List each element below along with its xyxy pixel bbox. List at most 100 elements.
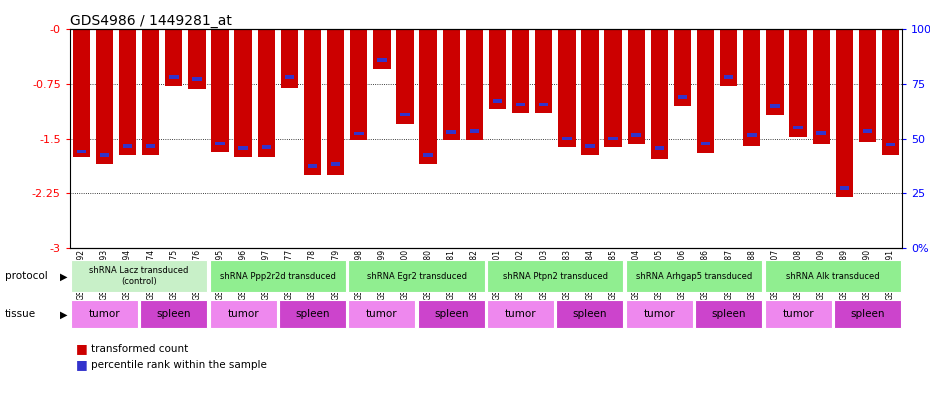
Bar	[76, 150, 86, 153]
Bar	[279, 300, 346, 328]
Text: shRNA Ptpn2 transduced: shRNA Ptpn2 transduced	[503, 272, 608, 281]
Bar	[73, 29, 90, 157]
Text: ▶: ▶	[60, 271, 68, 281]
Text: tumor: tumor	[88, 309, 120, 319]
Bar	[673, 29, 691, 106]
Bar	[493, 99, 502, 103]
Bar	[71, 300, 138, 328]
Bar	[678, 95, 687, 99]
Bar	[419, 29, 437, 164]
Text: tumor: tumor	[366, 309, 398, 319]
Bar	[558, 29, 576, 147]
Bar	[858, 29, 876, 142]
Bar	[146, 144, 155, 148]
Bar	[695, 300, 763, 328]
Bar	[793, 126, 803, 129]
Bar	[604, 29, 622, 147]
Bar	[238, 146, 248, 150]
Bar	[608, 137, 618, 140]
Text: ▶: ▶	[60, 309, 68, 320]
Bar	[100, 153, 109, 157]
Bar	[626, 261, 763, 292]
Bar	[655, 146, 664, 150]
Bar	[885, 143, 896, 146]
Text: spleen: spleen	[156, 309, 191, 319]
Bar	[234, 29, 252, 157]
Bar	[396, 29, 414, 124]
Bar	[281, 29, 299, 88]
Text: tumor: tumor	[644, 309, 675, 319]
Bar	[119, 29, 136, 154]
Text: shRNA Arhgap5 transduced: shRNA Arhgap5 transduced	[636, 272, 752, 281]
Text: spleen: spleen	[434, 309, 469, 319]
Bar	[215, 142, 225, 145]
Bar	[142, 29, 159, 154]
Bar	[651, 29, 668, 159]
Bar	[840, 186, 849, 190]
Bar	[377, 58, 387, 62]
Bar	[327, 29, 344, 175]
Bar	[516, 103, 525, 106]
Bar	[400, 113, 410, 116]
Bar	[487, 300, 554, 328]
Text: tumor: tumor	[505, 309, 537, 319]
Bar	[354, 132, 364, 135]
Bar	[628, 29, 644, 144]
Bar	[747, 133, 757, 137]
Text: shRNA Lacz transduced
(control): shRNA Lacz transduced (control)	[89, 266, 189, 286]
Bar	[308, 164, 317, 168]
Bar	[261, 145, 271, 149]
Bar	[209, 261, 346, 292]
Bar	[556, 300, 623, 328]
Bar	[724, 75, 734, 79]
Bar	[285, 75, 294, 79]
Text: spleen: spleen	[573, 309, 607, 319]
Text: spleen: spleen	[295, 309, 330, 319]
Bar	[304, 29, 321, 175]
Text: spleen: spleen	[850, 309, 884, 319]
Bar	[166, 29, 182, 86]
Bar	[96, 29, 113, 164]
Bar	[539, 103, 549, 106]
Text: protocol: protocol	[5, 271, 47, 281]
Bar	[581, 29, 599, 154]
Text: tumor: tumor	[782, 309, 814, 319]
Bar	[764, 300, 831, 328]
Bar	[487, 261, 623, 292]
Bar	[71, 261, 207, 292]
Bar	[188, 29, 206, 89]
Bar	[697, 29, 714, 153]
Bar	[834, 300, 901, 328]
Text: ■: ■	[76, 358, 88, 371]
Bar	[466, 29, 483, 140]
Text: percentile rank within the sample: percentile rank within the sample	[91, 360, 267, 370]
Text: shRNA Ppp2r2d transduced: shRNA Ppp2r2d transduced	[219, 272, 336, 281]
Bar	[373, 29, 391, 70]
Text: tissue: tissue	[5, 309, 35, 320]
Bar	[193, 77, 202, 81]
Bar	[331, 162, 340, 166]
Bar	[423, 153, 432, 157]
Bar	[863, 129, 872, 133]
Bar	[535, 29, 552, 113]
Bar	[562, 137, 572, 140]
Bar	[836, 29, 853, 196]
Bar	[720, 29, 737, 86]
Bar	[882, 29, 899, 154]
Bar	[350, 29, 367, 140]
Bar	[140, 300, 207, 328]
Text: ■: ■	[76, 342, 88, 356]
Bar	[211, 29, 229, 152]
Bar	[626, 300, 693, 328]
Text: shRNA Egr2 transduced: shRNA Egr2 transduced	[366, 272, 467, 281]
Text: tumor: tumor	[227, 309, 259, 319]
Bar	[209, 300, 277, 328]
Bar	[770, 104, 779, 108]
Bar	[123, 144, 132, 148]
Bar	[446, 130, 456, 134]
Bar	[585, 144, 595, 148]
Bar	[169, 75, 179, 79]
Bar	[766, 29, 784, 115]
Bar	[258, 29, 275, 157]
Text: GDS4986 / 1449281_at: GDS4986 / 1449281_at	[70, 14, 232, 28]
